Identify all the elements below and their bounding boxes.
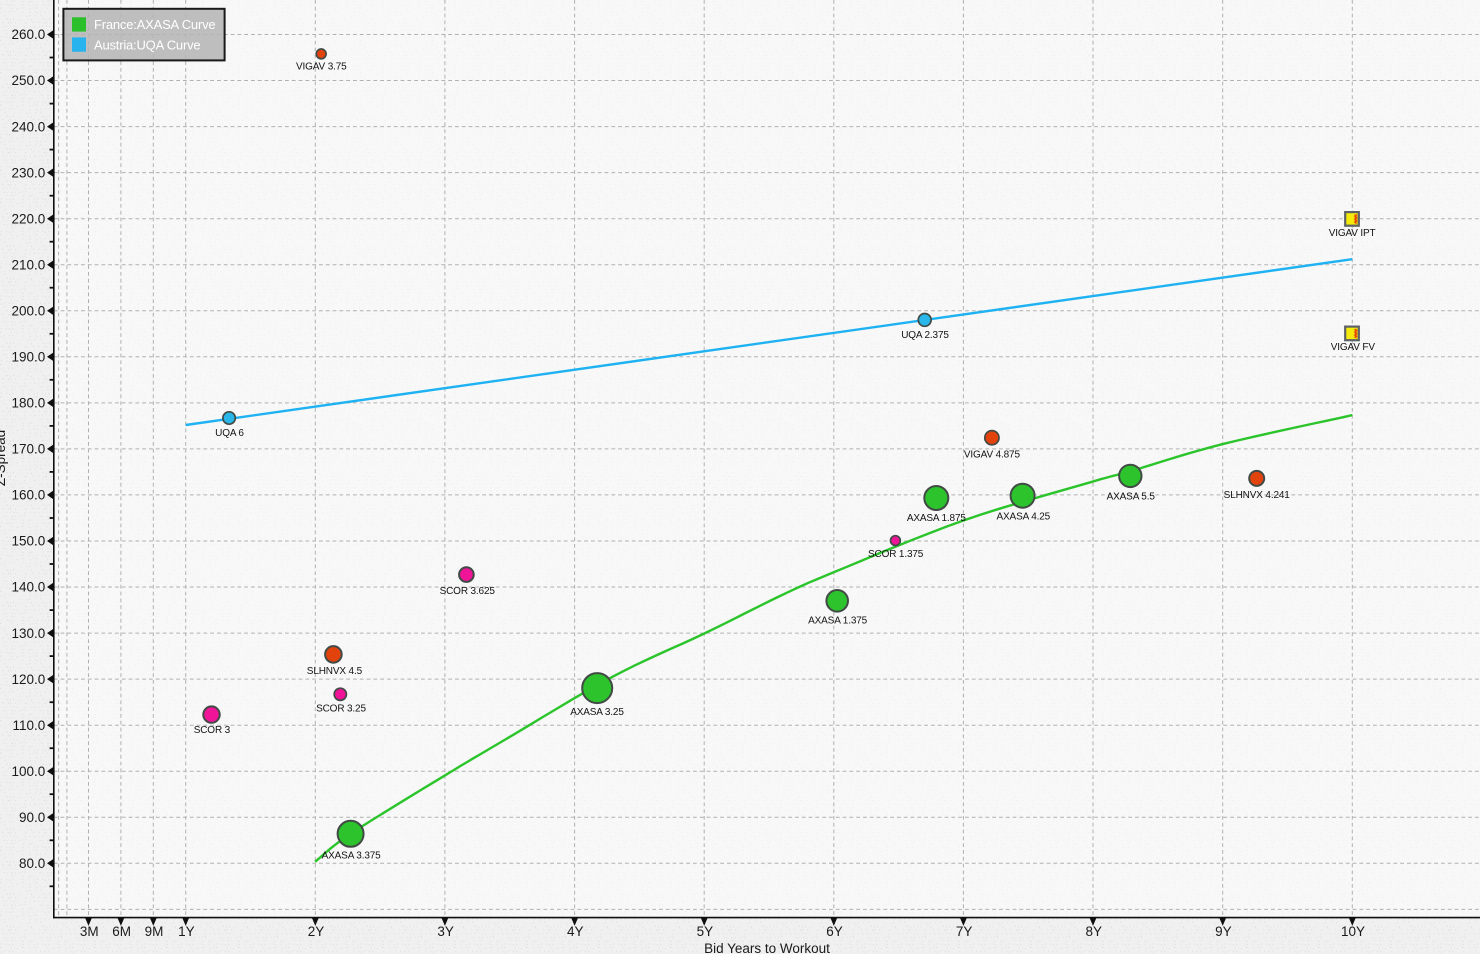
svg-text:9M: 9M bbox=[145, 924, 164, 939]
svg-text:150.0: 150.0 bbox=[12, 534, 46, 549]
svg-text:260.0: 260.0 bbox=[12, 27, 46, 42]
svg-text:3M: 3M bbox=[80, 924, 99, 939]
svg-text:AXASA 3.375: AXASA 3.375 bbox=[322, 851, 382, 862]
svg-text:210.0: 210.0 bbox=[12, 257, 46, 272]
svg-text:SLHNVX 4.5: SLHNVX 4.5 bbox=[307, 666, 363, 677]
svg-text:10Y: 10Y bbox=[1341, 924, 1365, 939]
svg-text:130.0: 130.0 bbox=[12, 626, 46, 641]
svg-text:SCOR 1.375: SCOR 1.375 bbox=[868, 549, 924, 560]
svg-text:9Y: 9Y bbox=[1215, 924, 1232, 939]
svg-text:80.0: 80.0 bbox=[19, 856, 45, 871]
svg-text:120.0: 120.0 bbox=[12, 672, 46, 687]
svg-text:4Y: 4Y bbox=[567, 924, 584, 939]
svg-text:100.0: 100.0 bbox=[12, 764, 46, 779]
svg-text:VIGAV 3.75: VIGAV 3.75 bbox=[296, 62, 347, 73]
svg-text:AXASA 3.25: AXASA 3.25 bbox=[570, 707, 624, 718]
svg-text:SCOR 3.625: SCOR 3.625 bbox=[440, 586, 496, 597]
svg-text:France:AXASA Curve: France:AXASA Curve bbox=[94, 17, 215, 32]
svg-text:SLHNVX 4.241: SLHNVX 4.241 bbox=[1224, 490, 1291, 501]
svg-text:Z-Spread: Z-Spread bbox=[0, 430, 8, 486]
svg-text:3Y: 3Y bbox=[437, 924, 454, 939]
svg-text:6Y: 6Y bbox=[826, 924, 843, 939]
svg-text:180.0: 180.0 bbox=[12, 396, 46, 411]
svg-text:240.0: 240.0 bbox=[12, 119, 46, 134]
svg-text:140.0: 140.0 bbox=[12, 580, 46, 595]
svg-text:1Y: 1Y bbox=[178, 924, 195, 939]
svg-text:170.0: 170.0 bbox=[12, 442, 46, 457]
svg-text:220.0: 220.0 bbox=[12, 211, 46, 226]
svg-text:2Y: 2Y bbox=[308, 924, 325, 939]
svg-text:5Y: 5Y bbox=[697, 924, 714, 939]
svg-text:160.0: 160.0 bbox=[12, 488, 46, 503]
svg-text:7Y: 7Y bbox=[956, 924, 973, 939]
svg-text:6M: 6M bbox=[112, 924, 131, 939]
svg-text:UQA 2.375: UQA 2.375 bbox=[901, 330, 949, 341]
svg-text:AXASA 1.875: AXASA 1.875 bbox=[907, 513, 967, 524]
svg-text:110.0: 110.0 bbox=[13, 718, 46, 733]
svg-text:AXASA 4.25: AXASA 4.25 bbox=[997, 512, 1051, 523]
svg-text:200.0: 200.0 bbox=[12, 304, 46, 319]
svg-text:Bid Years to Workout: Bid Years to Workout bbox=[704, 941, 830, 954]
svg-text:250.0: 250.0 bbox=[12, 73, 46, 88]
svg-text:AXASA 1.375: AXASA 1.375 bbox=[808, 616, 868, 627]
svg-text:UQA 6: UQA 6 bbox=[215, 428, 244, 439]
svg-text:VIGAV 4.875: VIGAV 4.875 bbox=[964, 450, 1021, 461]
svg-text:90.0: 90.0 bbox=[19, 810, 45, 825]
svg-text:190.0: 190.0 bbox=[12, 350, 46, 365]
svg-text:Austria:UQA Curve: Austria:UQA Curve bbox=[94, 37, 200, 52]
svg-text:230.0: 230.0 bbox=[12, 165, 46, 180]
svg-text:VIGAV FV: VIGAV FV bbox=[1331, 342, 1376, 353]
svg-text:SCOR 3: SCOR 3 bbox=[194, 725, 231, 736]
svg-text:SCOR 3.25: SCOR 3.25 bbox=[316, 704, 366, 715]
svg-text:8Y: 8Y bbox=[1085, 924, 1102, 939]
svg-text:VIGAV IPT: VIGAV IPT bbox=[1329, 228, 1376, 239]
svg-text:AXASA 5.5: AXASA 5.5 bbox=[1107, 492, 1156, 503]
